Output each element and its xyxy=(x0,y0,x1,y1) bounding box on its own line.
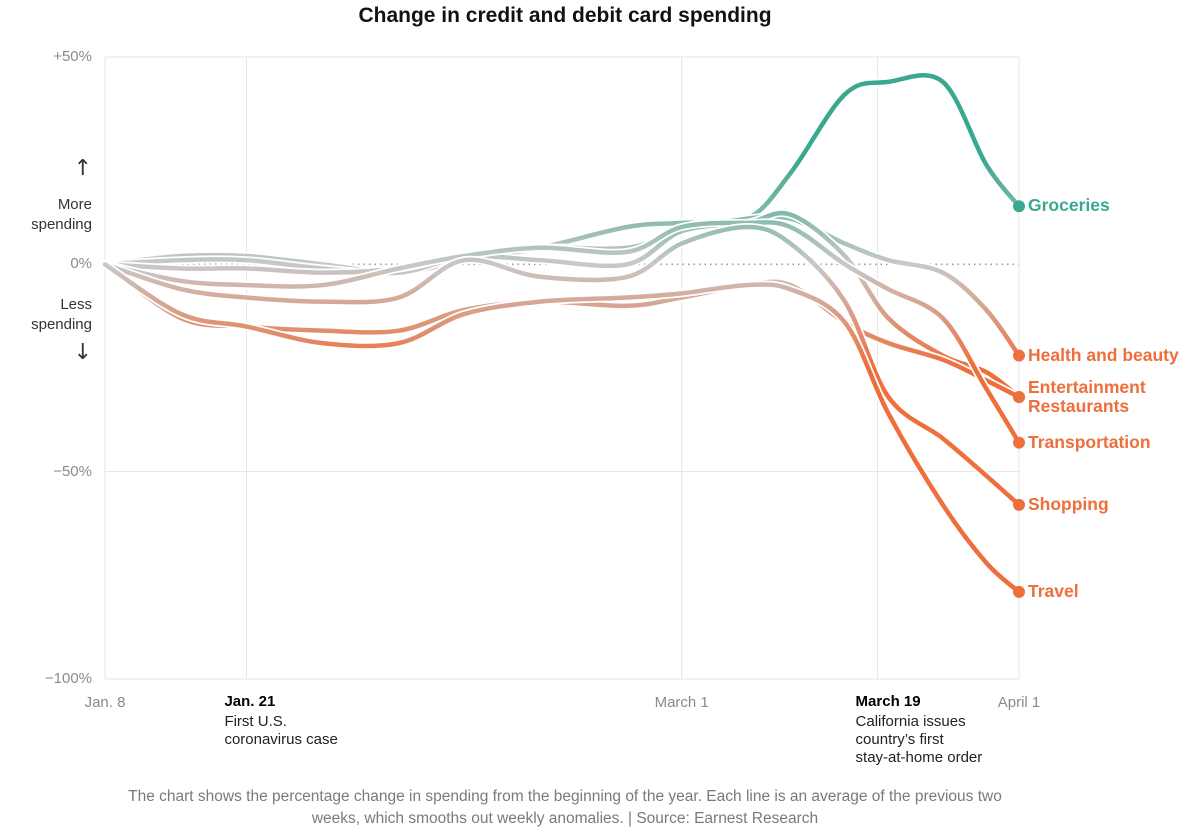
series-line-transportation xyxy=(102,220,1022,445)
x-tick-label: Jan. 8 xyxy=(84,694,126,711)
annotation-date: March 19 xyxy=(855,693,921,710)
series-label-health-and-beauty: Health and beauty xyxy=(1028,344,1179,365)
series-label-restaurants: Restaurants xyxy=(1028,396,1130,417)
annotation-text: First U.S. xyxy=(224,713,287,730)
chart-caption: The chart shows the percentage change in… xyxy=(128,788,1002,827)
series-end-dot-restaurants xyxy=(1013,391,1025,404)
series-label-entertainment: Entertainment xyxy=(1028,377,1146,398)
annotation-text: stay-at-home order xyxy=(855,749,983,766)
annotation-date: Jan. 21 xyxy=(224,693,276,710)
series-end-dot-shopping xyxy=(1013,498,1025,511)
series-line-shopping xyxy=(102,224,1022,508)
annotation-text: coronavirus case xyxy=(224,731,338,748)
series-end-dot-transportation xyxy=(1013,436,1025,449)
y-tick-label: 0% xyxy=(70,255,92,273)
annotation-march-19: March 19 California issues country’s first… xyxy=(856,693,983,767)
series-line-groceries xyxy=(102,73,1022,275)
annotation-text: California issues xyxy=(855,713,966,730)
series-end-dot-travel xyxy=(1013,585,1025,598)
annotation-jan-21: Jan. 21 First U.S. coronavirus case xyxy=(224,693,337,749)
up-arrow-icon: ↑ xyxy=(73,156,92,181)
more-spending-label: More spending xyxy=(31,196,92,233)
series-line-entertainment xyxy=(102,210,1022,400)
x-tick-label: April 1 xyxy=(997,694,1041,711)
chart-title: Change in credit and debit card spending xyxy=(358,4,772,27)
series-label-shopping: Shopping xyxy=(1028,493,1109,514)
y-tick-label: +50% xyxy=(53,48,92,65)
annotation-text: country’s first xyxy=(855,731,944,748)
series-end-dot-health-and-beauty xyxy=(1013,349,1025,362)
series-label-transportation: Transportation xyxy=(1028,431,1151,452)
series-label-groceries: Groceries xyxy=(1028,195,1110,216)
less-spending-label: Less spending xyxy=(31,296,92,333)
down-arrow-icon: ↓ xyxy=(73,340,92,365)
series-label-travel: Travel xyxy=(1028,580,1079,601)
y-tick-label: −100% xyxy=(44,670,92,687)
series-line-travel xyxy=(102,262,1022,595)
y-tick-label: −50% xyxy=(53,462,92,480)
x-tick-label: March 1 xyxy=(654,694,709,711)
series-end-dot-groceries xyxy=(1013,200,1025,213)
